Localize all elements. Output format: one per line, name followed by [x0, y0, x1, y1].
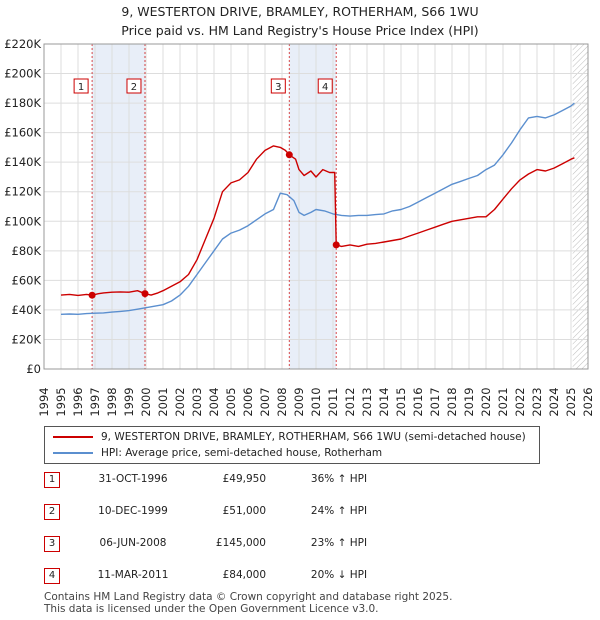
sale-marker-label: 2: [44, 504, 60, 520]
y-tick-label: £80K: [12, 244, 42, 258]
footer-attribution: Contains HM Land Registry data © Crown c…: [44, 591, 452, 615]
sale-date: 31-OCT-1996: [98, 473, 168, 485]
x-tick-label: 2008: [275, 387, 289, 416]
x-tick-label: 2000: [139, 387, 153, 416]
x-tick-label: 2020: [479, 387, 493, 416]
sale-point: [88, 291, 96, 299]
price-chart: 1 2 3 4 £0 £20K £40K £60K £80K £100K £120K £140K £1…: [4, 37, 595, 417]
footer-line-1: Contains HM Land Registry data © Crown c…: [44, 591, 453, 603]
sale-marker-label: 3: [275, 82, 281, 93]
x-tick-label: 2023: [530, 387, 544, 416]
x-tick-label: 2024: [547, 387, 561, 416]
sales-table-row: 3 06-JUN-2008 £145,000 23% ↑ HPI: [44, 536, 544, 554]
sale-date: 11-MAR-2011: [97, 569, 169, 581]
sale-price: £49,950: [222, 473, 266, 485]
x-tick-label: 2004: [207, 387, 221, 416]
x-tick-label: 2011: [326, 387, 340, 416]
x-tick-label: 2002: [173, 387, 187, 416]
sale-hpi-diff: 20% ↓ HPI: [310, 569, 368, 581]
sale-marker-box: [270, 78, 286, 94]
x-tick-label: 2017: [428, 387, 442, 416]
x-tick-label: 1997: [88, 387, 102, 416]
legend-property: 9, WESTERTON DRIVE, BRAMLEY, ROTHERHAM, …: [53, 430, 526, 444]
sales-table-row: 2 10-DEC-1999 £51,000 24% ↑ HPI: [44, 504, 544, 522]
sale-hpi-diff: 24% ↑ HPI: [310, 505, 368, 517]
x-tick-label: 1999: [122, 387, 136, 416]
x-tick-label: 2005: [224, 387, 238, 416]
sale-marker-label: 4: [322, 82, 328, 93]
x-tick-label: 2012: [343, 387, 357, 416]
legend-hpi-label: HPI: Average price, semi-detached house,…: [101, 447, 383, 459]
y-tick-label: £140K: [4, 155, 41, 169]
y-tick-label: £60K: [12, 273, 42, 287]
sale-marker-box: [73, 78, 89, 94]
title-line-2: Price paid vs. HM Land Registry's House …: [121, 23, 479, 38]
legend-hpi-line: [53, 452, 93, 454]
x-tick-label: 1996: [71, 387, 85, 416]
legend-property-label: 9, WESTERTON DRIVE, BRAMLEY, ROTHERHAM, …: [101, 431, 526, 443]
x-tick-label: 2025: [564, 387, 578, 416]
x-tick-label: 2014: [377, 387, 391, 416]
y-tick-label: £100K: [4, 214, 41, 228]
sale-marker-label: 1: [44, 472, 60, 488]
legend-hpi: HPI: Average price, semi-detached house,…: [53, 446, 382, 460]
x-tick-label: 2021: [496, 387, 510, 416]
x-tick-label: 2016: [411, 387, 425, 416]
sale-price: £51,000: [222, 505, 266, 517]
shaded-period: [92, 44, 145, 369]
sale-hpi-diff: 23% ↑ HPI: [310, 537, 368, 549]
y-tick-label: £120K: [4, 185, 41, 199]
chart-legend: 9, WESTERTON DRIVE, BRAMLEY, ROTHERHAM, …: [44, 426, 540, 464]
sale-price: £84,000: [222, 569, 266, 581]
sale-marker-label: 3: [44, 536, 60, 552]
sale-hpi-diff: 36% ↑ HPI: [310, 473, 368, 485]
x-tick-label: 2010: [309, 387, 323, 416]
sale-marker-label: 4: [44, 568, 60, 584]
x-tick-label: 2007: [258, 387, 272, 416]
y-tick-label: £0: [26, 362, 41, 376]
legend-property-line: [53, 436, 93, 438]
x-tick-label: 2018: [445, 387, 459, 416]
plot-frame: [43, 43, 589, 370]
x-tick-label: 1998: [105, 387, 119, 416]
y-tick-label: £200K: [4, 67, 41, 81]
sales-table-row: 4 11-MAR-2011 £84,000 20% ↓ HPI: [44, 568, 544, 586]
sale-marker-label: 2: [131, 82, 137, 93]
y-tick-label: £220K: [4, 37, 41, 51]
sale-date: 06-JUN-2008: [99, 537, 167, 549]
y-tick-label: £180K: [4, 96, 41, 110]
sale-point: [141, 290, 149, 298]
x-tick-label: 2015: [394, 387, 408, 416]
x-tick-label: 2013: [360, 387, 374, 416]
x-tick-label: 2026: [581, 387, 595, 416]
sale-date: 10-DEC-1999: [98, 505, 168, 517]
x-tick-label: 2009: [292, 387, 306, 416]
hatched-forecast-region: [572, 44, 588, 369]
sales-table-row: 1 31-OCT-1996 £49,950 36% ↑ HPI: [44, 472, 544, 490]
footer-line-2: This data is licensed under the Open Gov…: [44, 603, 379, 615]
title-line-1: 9, WESTERTON DRIVE, BRAMLEY, ROTHERHAM, …: [121, 4, 479, 19]
y-tick-label: £20K: [12, 332, 42, 346]
x-tick-label: 2022: [513, 387, 527, 416]
hpi-line: [60, 102, 575, 315]
x-tick-label: 2001: [156, 387, 170, 416]
x-tick-label: 2003: [190, 387, 204, 416]
sale-marker-label: 1: [78, 82, 84, 93]
y-tick-label: £160K: [4, 126, 41, 140]
sale-price: £145,000: [215, 537, 266, 549]
y-tick-label: £40K: [12, 303, 42, 317]
sale-marker-box: [317, 78, 333, 94]
x-tick-label: 1995: [54, 387, 68, 416]
sale-point: [332, 241, 340, 249]
sale-marker-box: [126, 78, 142, 94]
x-tick-label: 2006: [241, 387, 255, 416]
x-tick-label: 2019: [462, 387, 476, 416]
chart-title: 9, WESTERTON DRIVE, BRAMLEY, ROTHERHAM, …: [0, 2, 600, 40]
sale-point: [285, 151, 293, 159]
x-tick-label: 1994: [37, 387, 51, 416]
